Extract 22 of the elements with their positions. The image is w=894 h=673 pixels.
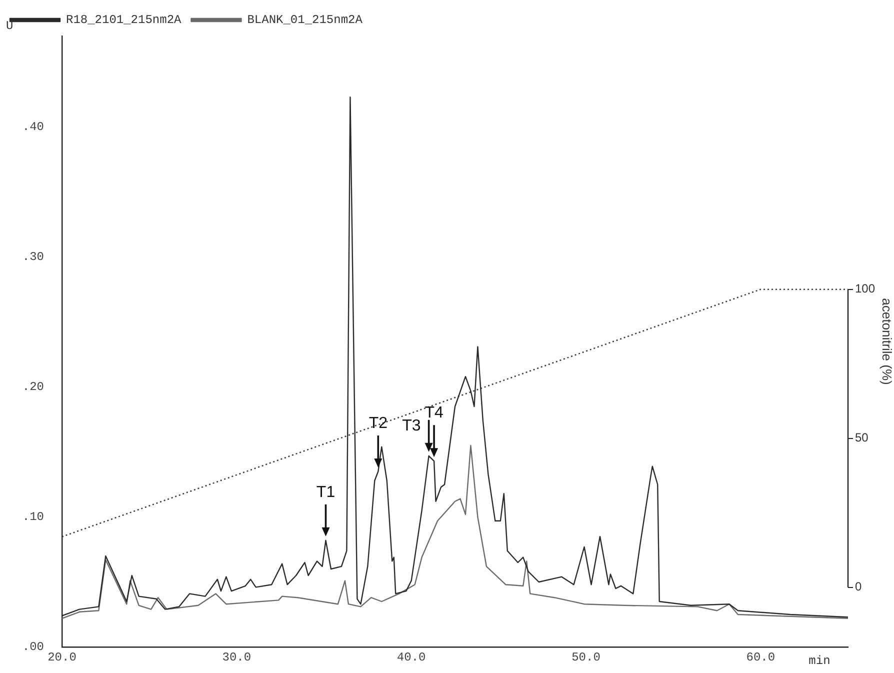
annotation: T3 bbox=[402, 417, 421, 434]
annotation: T4 bbox=[424, 404, 444, 422]
y-tick-label: .10 bbox=[22, 510, 44, 524]
y-axis-title: U bbox=[6, 19, 14, 34]
x-axis-title: min bbox=[808, 654, 830, 668]
x-tick-label: 60.0 bbox=[746, 650, 776, 664]
annotation: T2 bbox=[368, 414, 388, 432]
y2-tick-label: 50 bbox=[855, 430, 869, 445]
y2-tick-label: 0 bbox=[855, 580, 862, 594]
x-tick-label: 20.0 bbox=[48, 650, 76, 664]
y-tick-label: .00 bbox=[22, 640, 44, 654]
y2-axis-title: acetonitrile (%) bbox=[880, 298, 894, 385]
x-tick-label: 50.0 bbox=[572, 650, 600, 664]
x-tick-label: 30.0 bbox=[222, 650, 252, 664]
legend-label: BLANK_01_215nm2A bbox=[247, 13, 364, 28]
y-tick-label: .30 bbox=[22, 250, 44, 264]
y2-tick-label: 100 bbox=[855, 282, 876, 296]
legend-label: R18_2101_215nm2A bbox=[66, 13, 182, 28]
x-tick-label: 40.0 bbox=[396, 650, 426, 664]
annotation: T1 bbox=[316, 484, 336, 501]
y-tick-label: .40 bbox=[22, 120, 44, 134]
y-tick-label: .20 bbox=[22, 380, 44, 394]
